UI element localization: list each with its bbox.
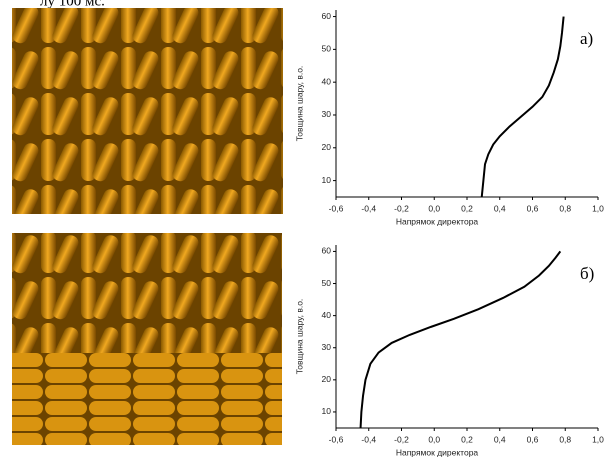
x-tick-label: 0,6 xyxy=(527,434,539,444)
simulation-image-a xyxy=(12,8,283,214)
panel-label: а) xyxy=(580,29,593,48)
y-tick-label: 20 xyxy=(322,142,332,152)
y-tick-label: 60 xyxy=(322,11,332,21)
x-tick-label: -0,2 xyxy=(394,203,409,213)
x-tick-label: -0,4 xyxy=(361,434,376,444)
y-axis-label: Товщина шару, в.о. xyxy=(294,66,304,142)
x-tick-label: 1,0 xyxy=(592,434,604,444)
x-tick-label: -0,2 xyxy=(394,434,409,444)
y-tick-label: 50 xyxy=(322,278,332,288)
x-tick-label: 0,8 xyxy=(559,203,571,213)
x-tick-label: 0,6 xyxy=(527,203,539,213)
x-tick-label: 0,4 xyxy=(494,434,506,444)
x-tick-label: 0,2 xyxy=(461,203,473,213)
curve xyxy=(361,251,561,428)
x-tick-label: -0,6 xyxy=(329,434,344,444)
figure: лу 100 мс. 102030405060-0,6-0,4-0,20,00,… xyxy=(0,0,609,464)
x-tick-label: -0,4 xyxy=(361,203,376,213)
x-tick-label: 0,2 xyxy=(461,434,473,444)
panel-label: б) xyxy=(580,264,594,283)
x-tick-label: 0,8 xyxy=(559,434,571,444)
y-tick-label: 20 xyxy=(322,374,332,384)
curve xyxy=(482,17,564,197)
y-tick-label: 40 xyxy=(322,310,332,320)
x-tick-label: 1,0 xyxy=(592,203,604,213)
y-tick-label: 60 xyxy=(322,246,332,256)
y-tick-label: 30 xyxy=(322,109,332,119)
y-tick-label: 10 xyxy=(322,406,332,416)
y-tick-label: 10 xyxy=(322,175,332,185)
y-tick-label: 50 xyxy=(322,44,332,54)
y-tick-label: 40 xyxy=(322,76,332,86)
x-tick-label: 0,4 xyxy=(494,203,506,213)
x-tick-label: -0,6 xyxy=(329,203,344,213)
x-axis-label: Напрямок директора xyxy=(396,447,479,457)
simulation-image-b-top xyxy=(12,233,282,353)
simulation-image-b-bottom xyxy=(12,353,282,445)
page: {"caption_fragment": "лу 100 мс.", "char… xyxy=(0,0,609,464)
x-tick-label: 0,0 xyxy=(428,434,440,444)
x-axis-label: Напрямок директора xyxy=(396,216,479,226)
x-tick-label: 0,0 xyxy=(428,203,440,213)
y-tick-label: 30 xyxy=(322,342,332,352)
y-axis-label: Товщина шару, в.о. xyxy=(294,299,304,375)
